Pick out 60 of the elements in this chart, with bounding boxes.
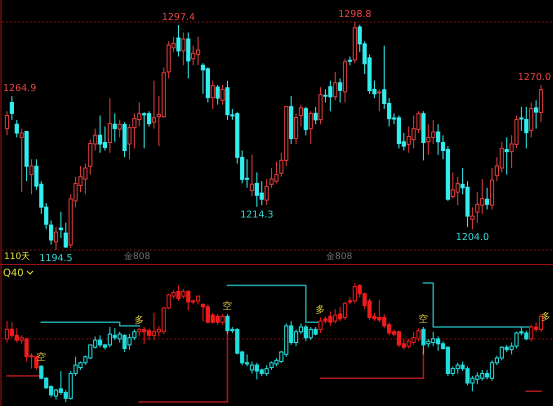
candlestick [470, 206, 475, 230]
candlestick [64, 222, 68, 248]
candlestick [304, 106, 308, 136]
text: 多 [541, 312, 551, 323]
text: 110天 [4, 251, 30, 262]
candlestick [485, 187, 490, 210]
text: 空 [222, 300, 232, 312]
candlestick [333, 71, 338, 101]
text: 1264.9 [3, 83, 36, 94]
candlestick [152, 80, 156, 130]
candlestick [210, 80, 215, 110]
candlestick [20, 128, 24, 193]
candlestick [352, 22, 357, 64]
candlestick [377, 88, 382, 112]
text: 1204.0 [456, 232, 490, 244]
candlestick [176, 24, 181, 58]
candlestick [308, 110, 313, 144]
candlestick [54, 226, 58, 250]
candlestick [294, 112, 298, 144]
candlestick [10, 96, 14, 120]
text: 金808 [124, 251, 150, 262]
text: 空 [36, 352, 46, 364]
text: 金808 [326, 251, 352, 262]
candlestick [220, 84, 225, 106]
text: 1297.4 [162, 12, 196, 24]
text: 1270.0 [518, 72, 551, 83]
candlestick [4, 110, 10, 136]
candlestick [118, 119, 122, 138]
text: 多 [134, 315, 144, 326]
candlestick [289, 95, 294, 144]
candlestick [250, 154, 254, 197]
candlestick [529, 102, 534, 138]
candlestick [24, 130, 29, 182]
candlestick [58, 211, 63, 238]
candlestick [318, 86, 323, 125]
text: 多 [316, 304, 326, 316]
candlestick [490, 168, 494, 210]
candlestick [342, 58, 348, 103]
candlestick [421, 110, 426, 161]
candlestick [264, 178, 269, 206]
candlestick [108, 98, 112, 154]
candlestick [534, 100, 538, 130]
text: 1298.8 [338, 9, 372, 20]
text: 空 [418, 314, 428, 326]
candlestick [538, 84, 544, 123]
candlestick [112, 112, 117, 142]
candlestick [314, 106, 318, 125]
candlestick [298, 104, 304, 127]
candlestick [181, 32, 186, 66]
candlestick [338, 78, 342, 103]
candlestick [348, 56, 352, 66]
candlestick [48, 220, 54, 246]
text: 1214.3 [240, 210, 274, 221]
candlestick [29, 158, 34, 195]
candlestick [504, 136, 509, 176]
candlestick [186, 32, 190, 79]
chart-title: Q40 [3, 268, 24, 279]
candlestick [14, 119, 19, 138]
text: 1194.5 [39, 253, 73, 264]
candlestick [216, 84, 220, 106]
